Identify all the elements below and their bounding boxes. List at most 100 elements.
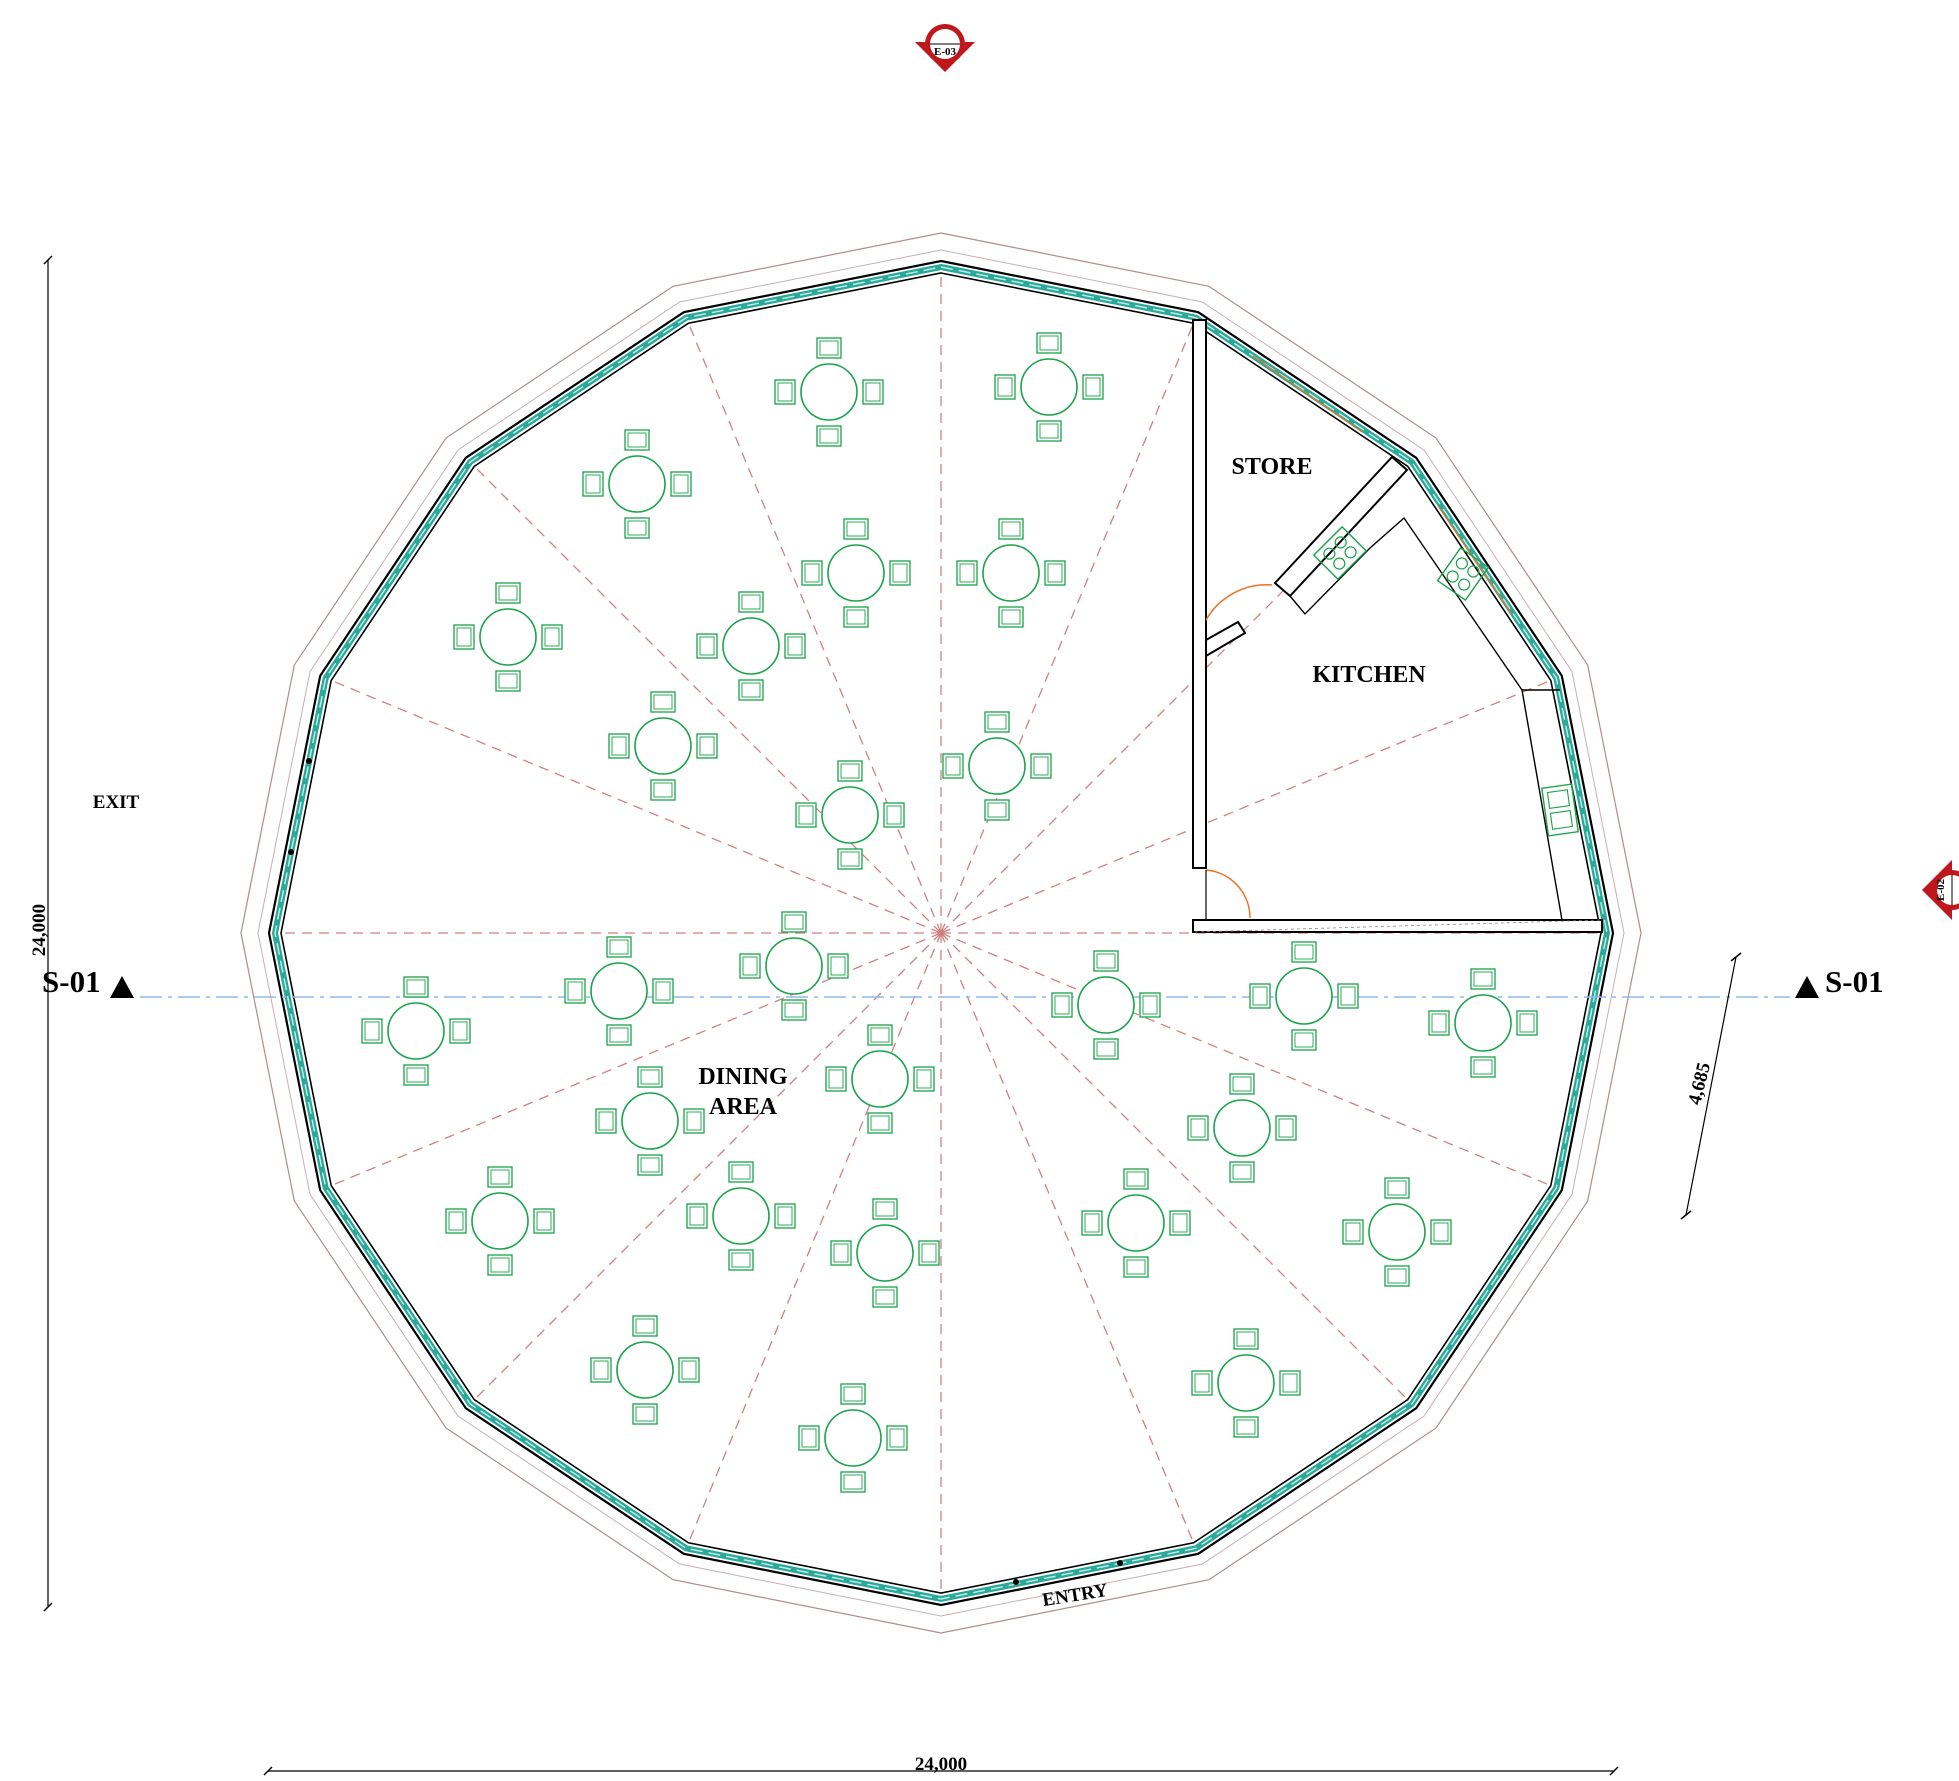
grid-line <box>940 932 1197 1548</box>
height-dimension-label: 24,000 <box>29 904 50 956</box>
grid-line <box>940 462 1412 934</box>
burner <box>1467 565 1480 578</box>
exit-label: EXIT <box>93 792 140 813</box>
chair <box>816 425 842 447</box>
chair-seat <box>1082 374 1104 400</box>
chair <box>1093 950 1119 972</box>
table-with-four-chairs-icon <box>1428 968 1538 1078</box>
chair <box>1123 1168 1149 1190</box>
chair-inner <box>997 377 1013 397</box>
chair <box>683 1108 705 1134</box>
chair <box>1384 1177 1410 1199</box>
chair <box>495 582 521 604</box>
chair-seat <box>1428 1010 1450 1036</box>
chair-inner <box>1236 1419 1256 1435</box>
chair <box>1337 983 1359 1009</box>
chair-seat <box>872 1286 898 1308</box>
table-with-four-chairs-icon <box>445 1166 555 1276</box>
chair <box>564 978 586 1004</box>
chair-seat <box>837 848 863 870</box>
chair <box>1169 1210 1191 1236</box>
chair-seat <box>883 802 905 828</box>
chair <box>449 1018 471 1044</box>
glazing-highlight <box>274 266 1608 1600</box>
round-table <box>968 737 1026 795</box>
chair-seat <box>1516 1010 1538 1036</box>
chair-inner <box>653 782 673 798</box>
grid-line <box>685 932 942 1548</box>
wall-stub <box>1205 620 1247 658</box>
section-marker-right-label: S-01 <box>1825 964 1884 999</box>
chair-seat <box>739 953 761 979</box>
table-with-four-chairs-icon <box>994 332 1104 442</box>
chair <box>1430 1219 1452 1245</box>
door-swing-icon <box>1205 584 1273 621</box>
chair-seat <box>590 1357 612 1383</box>
elevation-marker-icon: E-02 <box>1922 860 1959 920</box>
chair-inner <box>567 981 583 1001</box>
chair-seat <box>942 753 964 779</box>
chair <box>1030 753 1052 779</box>
chair <box>595 1108 617 1134</box>
round-table <box>722 617 780 675</box>
table-with-four-chairs-icon <box>696 591 806 701</box>
burner <box>1344 546 1357 559</box>
chair-seat <box>1030 753 1052 779</box>
chair-seat <box>487 1254 513 1276</box>
chair-inner <box>870 1027 890 1043</box>
grid-line <box>940 677 1556 934</box>
table-with-four-chairs-icon <box>1051 950 1161 1060</box>
chair-seat <box>683 1108 705 1134</box>
chair-seat <box>564 978 586 1004</box>
chair <box>795 802 817 828</box>
table-with-four-chairs-icon <box>1081 1168 1191 1278</box>
chair-seat <box>728 1161 754 1183</box>
chair <box>487 1254 513 1276</box>
chair <box>495 670 521 692</box>
chair-inner <box>364 1021 380 1041</box>
chair-inner <box>1340 986 1356 1006</box>
chair-inner <box>830 956 846 976</box>
table-with-four-chairs-icon <box>739 911 849 1021</box>
chair-seat <box>495 582 521 604</box>
table-with-four-chairs-icon <box>361 976 471 1086</box>
chair-inner <box>840 851 860 867</box>
chair-inner <box>846 521 866 537</box>
chair-inner <box>731 1252 751 1268</box>
chair-seat <box>1051 992 1073 1018</box>
chair <box>837 848 863 870</box>
chair-inner <box>498 673 518 689</box>
chair-inner <box>1194 1373 1210 1393</box>
chair-seat <box>361 1018 383 1044</box>
table-with-four-chairs-icon <box>774 337 884 447</box>
chair <box>606 1024 632 1046</box>
burner <box>1323 547 1336 560</box>
burner <box>1334 536 1347 549</box>
chair <box>453 624 475 650</box>
stove-body <box>1436 546 1490 602</box>
chair-inner <box>843 1386 863 1402</box>
chair-seat <box>533 1208 555 1234</box>
chair-seat <box>862 379 884 405</box>
chair <box>650 779 676 801</box>
sink-body <box>1541 783 1579 837</box>
chair-seat <box>1275 1115 1297 1141</box>
chair-inner <box>686 1111 702 1131</box>
chair-seat <box>1123 1256 1149 1278</box>
chair-seat <box>1191 1370 1213 1396</box>
grid-line <box>685 318 942 934</box>
chair-seat <box>1291 941 1317 963</box>
chair-inner <box>1039 335 1059 351</box>
chair-inner <box>875 1289 895 1305</box>
chair <box>1187 1115 1209 1141</box>
chair-inner <box>1232 1164 1252 1180</box>
chair <box>670 471 692 497</box>
chair-inner <box>1282 1373 1298 1393</box>
chair-inner <box>653 694 673 710</box>
dimension-tick <box>1609 1766 1619 1776</box>
chair-seat <box>867 1024 893 1046</box>
chair <box>867 1112 893 1134</box>
entry-door-marker <box>1013 1579 1019 1585</box>
round-table <box>590 962 648 1020</box>
